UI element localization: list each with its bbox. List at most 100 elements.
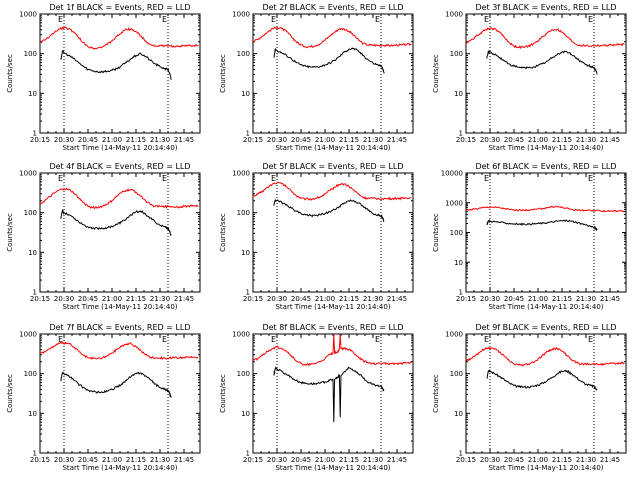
y-tick-label: 1 xyxy=(459,450,463,458)
y-tick-label: 10 xyxy=(454,259,463,267)
y-tick-label: 10 xyxy=(241,410,250,418)
x-tick-label: 20:45 xyxy=(78,136,98,144)
plot-frame xyxy=(39,333,201,454)
y-tick-label: 100 xyxy=(24,50,37,58)
detector-panel: Det 2f BLACK = Events, RED = LLD 1 10 100 10… xyxy=(219,3,414,152)
x-tick-label: 21:00 xyxy=(315,295,335,303)
x-tick-label: 20:15 xyxy=(30,136,50,144)
x-tick-label: 20:15 xyxy=(243,295,263,303)
detector-panel: Det 6f BLACK = Events, RED = LLD 1 10 100 10… xyxy=(432,162,627,311)
x-tick-label: 21:30 xyxy=(363,456,383,464)
x-axis-label: Start Time (14-May-11 20:14:40) xyxy=(62,303,177,311)
x-tick-label: 21:45 xyxy=(387,136,407,144)
events-series-line xyxy=(60,371,172,398)
panel-title: Det 7f BLACK = Events, RED = LLD xyxy=(49,323,190,332)
y-tick-label: 10 xyxy=(28,410,37,418)
y-axis-label: Counts/sec xyxy=(432,213,440,252)
events-series-line xyxy=(273,47,385,74)
interval-marker-label: E xyxy=(484,174,489,183)
y-tick-label: 100 xyxy=(24,370,37,378)
y-tick-label: 1 xyxy=(246,130,250,138)
x-tick-label: 20:30 xyxy=(267,295,287,303)
y-tick-label: 1000 xyxy=(445,199,463,207)
interval-marker-label: E xyxy=(484,335,489,344)
x-tick-label: 21:00 xyxy=(102,136,122,144)
y-tick-label: 1 xyxy=(33,450,37,458)
y-tick-label: 10 xyxy=(454,90,463,98)
lld-series-line xyxy=(253,26,412,49)
y-axis-label: Counts/sec xyxy=(219,54,227,93)
x-tick-label: 21:15 xyxy=(552,295,572,303)
x-tick-label: 20:30 xyxy=(267,136,287,144)
interval-marker-label: E xyxy=(375,335,380,344)
y-tick-label: 1 xyxy=(33,130,37,138)
interval-marker-label: E xyxy=(375,174,380,183)
panel-title: Det 1f BLACK = Events, RED = LLD xyxy=(49,3,190,12)
y-tick-label: 1 xyxy=(33,289,37,297)
y-tick-label: 1000 xyxy=(232,331,250,339)
x-tick-label: 21:30 xyxy=(576,136,596,144)
x-axis-label: Start Time (14-May-11 20:14:40) xyxy=(275,464,390,472)
interval-marker-label: E xyxy=(58,174,63,183)
panel-title: Det 9f BLACK = Events, RED = LLD xyxy=(475,323,616,332)
lld-series-line xyxy=(39,187,199,210)
y-tick-label: 1 xyxy=(246,289,250,297)
interval-marker-label: E xyxy=(271,174,276,183)
x-tick-label: 20:30 xyxy=(54,295,74,303)
x-tick-label: 21:00 xyxy=(528,456,548,464)
x-tick-label: 20:45 xyxy=(291,456,311,464)
x-tick-label: 21:15 xyxy=(339,136,359,144)
x-tick-label: 20:45 xyxy=(504,136,524,144)
x-tick-label: 20:15 xyxy=(456,456,476,464)
y-tick-label: 1000 xyxy=(19,331,37,339)
x-axis-label: Start Time (14-May-11 20:14:40) xyxy=(62,464,177,472)
detector-panel: Det 7f BLACK = Events, RED = LLD 1 10 100 10… xyxy=(6,323,201,472)
plot-frame xyxy=(465,172,627,293)
interval-marker-label: E xyxy=(162,15,167,24)
x-axis-label: Start Time (14-May-11 20:14:40) xyxy=(275,303,390,311)
x-tick-label: 21:30 xyxy=(576,456,596,464)
x-tick-label: 20:30 xyxy=(480,456,500,464)
plot-frame xyxy=(252,13,414,134)
interval-marker-label: E xyxy=(162,174,167,183)
x-axis-label: Start Time (14-May-11 20:14:40) xyxy=(488,464,603,472)
lld-series-line xyxy=(39,341,199,360)
events-series-line xyxy=(486,369,598,391)
x-tick-label: 20:45 xyxy=(78,456,98,464)
interval-marker-label: E xyxy=(484,15,489,24)
x-tick-label: 21:30 xyxy=(363,136,383,144)
x-tick-label: 21:30 xyxy=(150,136,170,144)
x-tick-label: 20:30 xyxy=(54,456,74,464)
x-tick-label: 20:15 xyxy=(456,295,476,303)
plot-frame xyxy=(39,172,201,293)
x-tick-label: 20:30 xyxy=(267,456,287,464)
x-tick-label: 21:30 xyxy=(576,295,596,303)
x-tick-label: 20:45 xyxy=(291,136,311,144)
x-axis-label: Start Time (14-May-11 20:14:40) xyxy=(488,144,603,152)
panel-title: Det 3f BLACK = Events, RED = LLD xyxy=(475,3,616,12)
y-tick-label: 1 xyxy=(246,450,250,458)
panel-title: Det 2f BLACK = Events, RED = LLD xyxy=(262,3,403,12)
detector-panel: Det 3f BLACK = Events, RED = LLD 1 10 100 10… xyxy=(432,3,627,152)
y-axis-label: Counts/sec xyxy=(219,374,227,413)
x-tick-label: 20:15 xyxy=(30,456,50,464)
y-tick-label: 100 xyxy=(450,50,463,58)
x-tick-label: 20:15 xyxy=(456,136,476,144)
interval-marker-label: E xyxy=(58,15,63,24)
x-axis-label: Start Time (14-May-11 20:14:40) xyxy=(488,303,603,311)
x-tick-label: 20:45 xyxy=(504,295,524,303)
x-tick-label: 21:45 xyxy=(387,456,407,464)
y-tick-label: 10 xyxy=(241,90,250,98)
y-tick-label: 10 xyxy=(454,410,463,418)
interval-marker-label: E xyxy=(271,15,276,24)
x-tick-label: 20:30 xyxy=(480,136,500,144)
y-axis-label: Counts/sec xyxy=(6,374,14,413)
x-tick-label: 21:00 xyxy=(102,456,122,464)
events-series-line xyxy=(486,49,598,75)
y-tick-label: 100 xyxy=(237,370,250,378)
detector-panel: Det 4f BLACK = Events, RED = LLD 1 10 100 10… xyxy=(6,162,201,311)
interval-marker-label: E xyxy=(271,335,276,344)
plot-frame xyxy=(465,13,627,134)
